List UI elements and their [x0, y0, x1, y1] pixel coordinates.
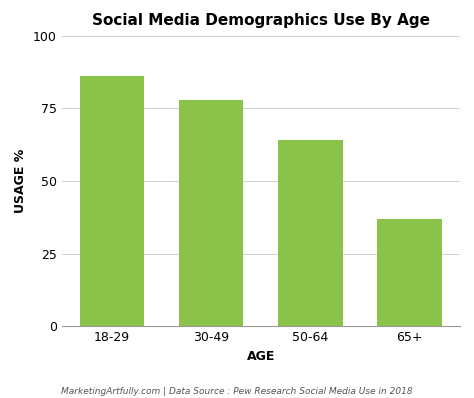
X-axis label: AGE: AGE	[246, 350, 275, 363]
Bar	[80, 76, 144, 326]
Bar	[179, 100, 243, 326]
Bar	[377, 219, 442, 326]
Title: Social Media Demographics Use By Age: Social Media Demographics Use By Age	[91, 13, 430, 28]
Y-axis label: USAGE %: USAGE %	[14, 149, 27, 213]
Text: MarketingArtfully.com | Data Source : Pew Research Social Media Use in 2018: MarketingArtfully.com | Data Source : Pe…	[61, 387, 413, 396]
Bar	[278, 140, 343, 326]
